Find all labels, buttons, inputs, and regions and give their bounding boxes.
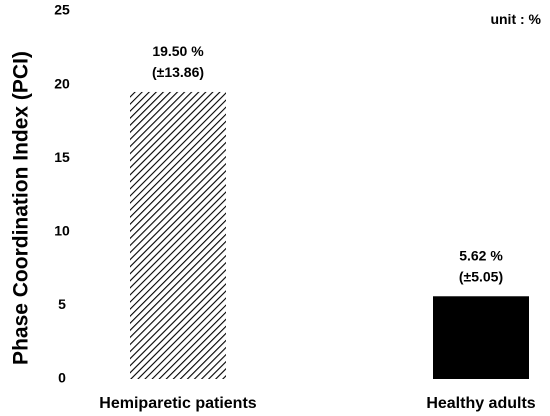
y-tick-label: 0 (58, 370, 66, 386)
x-category-label: Healthy adults (426, 395, 535, 412)
bar-error-label: (±5.05) (459, 268, 503, 284)
y-tick-label: 10 (54, 223, 70, 239)
bar-value-label: 19.50 % (152, 43, 204, 59)
y-tick-label: 5 (58, 296, 66, 312)
bar-error-label: (±13.86) (152, 64, 204, 80)
bar-value-label: 5.62 % (459, 247, 503, 263)
y-tick-label: 15 (54, 149, 70, 165)
y-axis-label: Phase Coordination Index (PCI) (10, 51, 33, 365)
x-category-label: Hemiparetic patients (99, 395, 256, 412)
y-tick-label: 25 (54, 2, 70, 18)
bar-hemiparetic-patients (130, 91, 226, 380)
unit-note: unit : % (490, 11, 541, 27)
y-tick-label: 20 (54, 75, 70, 91)
bar-healthy-adults (433, 296, 529, 379)
